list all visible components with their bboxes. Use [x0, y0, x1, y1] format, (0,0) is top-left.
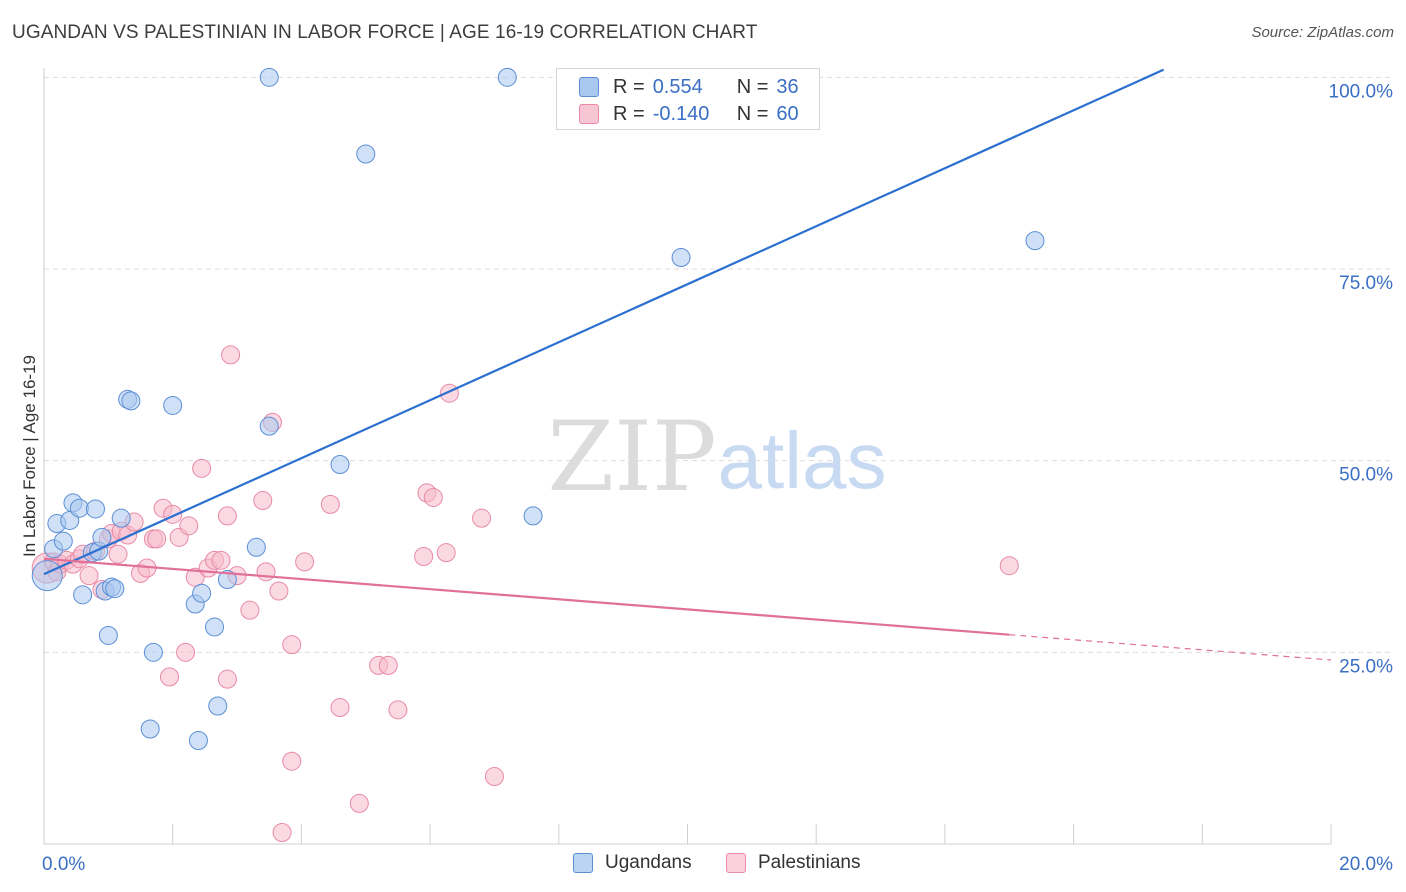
- palestinians-point: [211, 550, 231, 570]
- ugandans-point: [205, 617, 225, 637]
- source-credit: Source: ZipAtlas.com: [1251, 24, 1394, 41]
- palestinians-point: [108, 544, 128, 564]
- palestinians-point: [159, 667, 179, 687]
- axis-labels: 25.0% 50.0% 75.0% 100.0% 0.0% 20.0% In Labor F…: [20, 81, 1393, 875]
- ugandans-point: [192, 583, 212, 603]
- palestinians-trend-line: [43, 557, 1010, 636]
- legend-row-palestinians: R = -0.140 N = 60: [579, 100, 799, 128]
- ugandans-point: [31, 560, 63, 592]
- palestinians-point: [282, 751, 302, 771]
- palestinians-trend-extension: [1009, 634, 1332, 661]
- legend-r-label: R =: [613, 75, 645, 98]
- ugandans-point: [497, 67, 517, 87]
- ugandans-point: [330, 455, 350, 474]
- y-tick-label: 50.0%: [1339, 465, 1393, 486]
- ugandans-legend-icon: [573, 853, 593, 873]
- legend-row-ugandans: R = 0.554 N = 36: [579, 73, 799, 101]
- palestinians-point: [240, 600, 260, 620]
- axes: [43, 68, 1332, 845]
- x-tick-label-min: 0.0%: [42, 854, 85, 875]
- palestinians-point: [192, 458, 212, 478]
- ugandans-point: [121, 391, 141, 411]
- legend-n-label: N =: [736, 102, 769, 125]
- ugandans-point: [143, 642, 163, 662]
- ugandans-point: [356, 144, 376, 164]
- legend-r-label: R =: [613, 102, 645, 125]
- palestinians-point: [378, 655, 398, 675]
- palestinians-point: [256, 562, 276, 582]
- data-points: [31, 67, 1045, 842]
- ugandans-point: [163, 395, 183, 415]
- ugandans-point: [73, 585, 93, 605]
- palestinians-point: [253, 491, 273, 511]
- palestinians-point: [147, 529, 167, 549]
- gridlines: [44, 76, 1391, 653]
- palestinians-point: [217, 506, 237, 526]
- ugandans-swatch-icon: [579, 77, 599, 97]
- palestinians-point: [272, 823, 292, 842]
- palestinians-point: [179, 516, 199, 536]
- ugandans-point: [53, 531, 73, 551]
- ugandans-point: [85, 499, 105, 519]
- palestinians-point: [999, 556, 1019, 576]
- watermark-zip: ZIP: [547, 401, 716, 513]
- ugandans-point: [140, 719, 160, 739]
- palestinians-point: [221, 345, 241, 365]
- watermark-atlas: atlas: [718, 416, 887, 505]
- legend-r-value: -0.140: [652, 102, 710, 125]
- palestinians-point: [414, 547, 434, 566]
- ugandans-point: [671, 248, 691, 267]
- legend-n-value: 36: [776, 75, 799, 98]
- palestinians-point: [320, 494, 340, 514]
- palestinians-point: [176, 642, 196, 662]
- watermark: ZIP atlas: [547, 401, 886, 513]
- ugandans-point: [1025, 231, 1045, 251]
- y-axis-title: In Labor Force | Age 16-19: [20, 355, 39, 557]
- ugandans-point: [111, 508, 131, 528]
- palestinians-point: [269, 581, 289, 601]
- ugandans-point: [246, 537, 266, 557]
- palestinians-point: [295, 552, 315, 572]
- ugandans-point: [217, 570, 237, 589]
- palestinians-point: [330, 698, 350, 718]
- ugandans-trend-line: [43, 68, 1165, 576]
- legend-n-value: 60: [776, 102, 799, 125]
- palestinians-swatch-icon: [579, 104, 599, 124]
- y-tick-label: 100.0%: [1329, 81, 1394, 102]
- y-tick-label: 75.0%: [1339, 273, 1393, 294]
- legend-label-palestinians: Palestinians: [758, 852, 861, 873]
- palestinians-point: [472, 508, 492, 528]
- ugandans-point: [92, 527, 112, 547]
- palestinians-point: [185, 567, 205, 587]
- ugandans-point: [523, 506, 543, 526]
- palestinians-point: [349, 793, 369, 813]
- legend-n-label: N =: [736, 75, 769, 98]
- trend-lines: [43, 68, 1332, 661]
- legend-item-ugandans[interactable]: Ugandans: [573, 852, 692, 874]
- ugandans-point: [98, 625, 118, 645]
- palestinians-point: [282, 635, 302, 655]
- ugandans-point: [259, 416, 279, 436]
- y-tick-label: 25.0%: [1339, 656, 1393, 677]
- palestinians-point: [217, 669, 237, 689]
- ugandans-point: [69, 498, 89, 518]
- palestinians-point: [423, 487, 443, 507]
- palestinians-point: [436, 543, 456, 563]
- legend-r-value: 0.554: [652, 75, 703, 98]
- ugandans-point: [208, 696, 228, 716]
- palestinians-point: [388, 700, 408, 720]
- ugandans-point: [105, 579, 125, 599]
- ugandans-point: [259, 67, 279, 87]
- chart-title: UGANDAN VS PALESTINIAN IN LABOR FORCE | …: [12, 22, 758, 43]
- palestinians-point: [79, 566, 99, 586]
- legend-item-palestinians[interactable]: Palestinians: [726, 852, 860, 874]
- legend-label-ugandans: Ugandans: [605, 852, 692, 873]
- ugandans-point: [188, 731, 208, 750]
- palestinians-legend-icon: [726, 853, 746, 873]
- x-tick-label-max: 20.0%: [1339, 854, 1393, 875]
- correlation-legend: R = 0.554 N = 36 R = -0.140 N = 60: [556, 68, 820, 130]
- palestinians-point: [484, 767, 504, 787]
- series-legend: Ugandans Palestinians: [0, 852, 1406, 878]
